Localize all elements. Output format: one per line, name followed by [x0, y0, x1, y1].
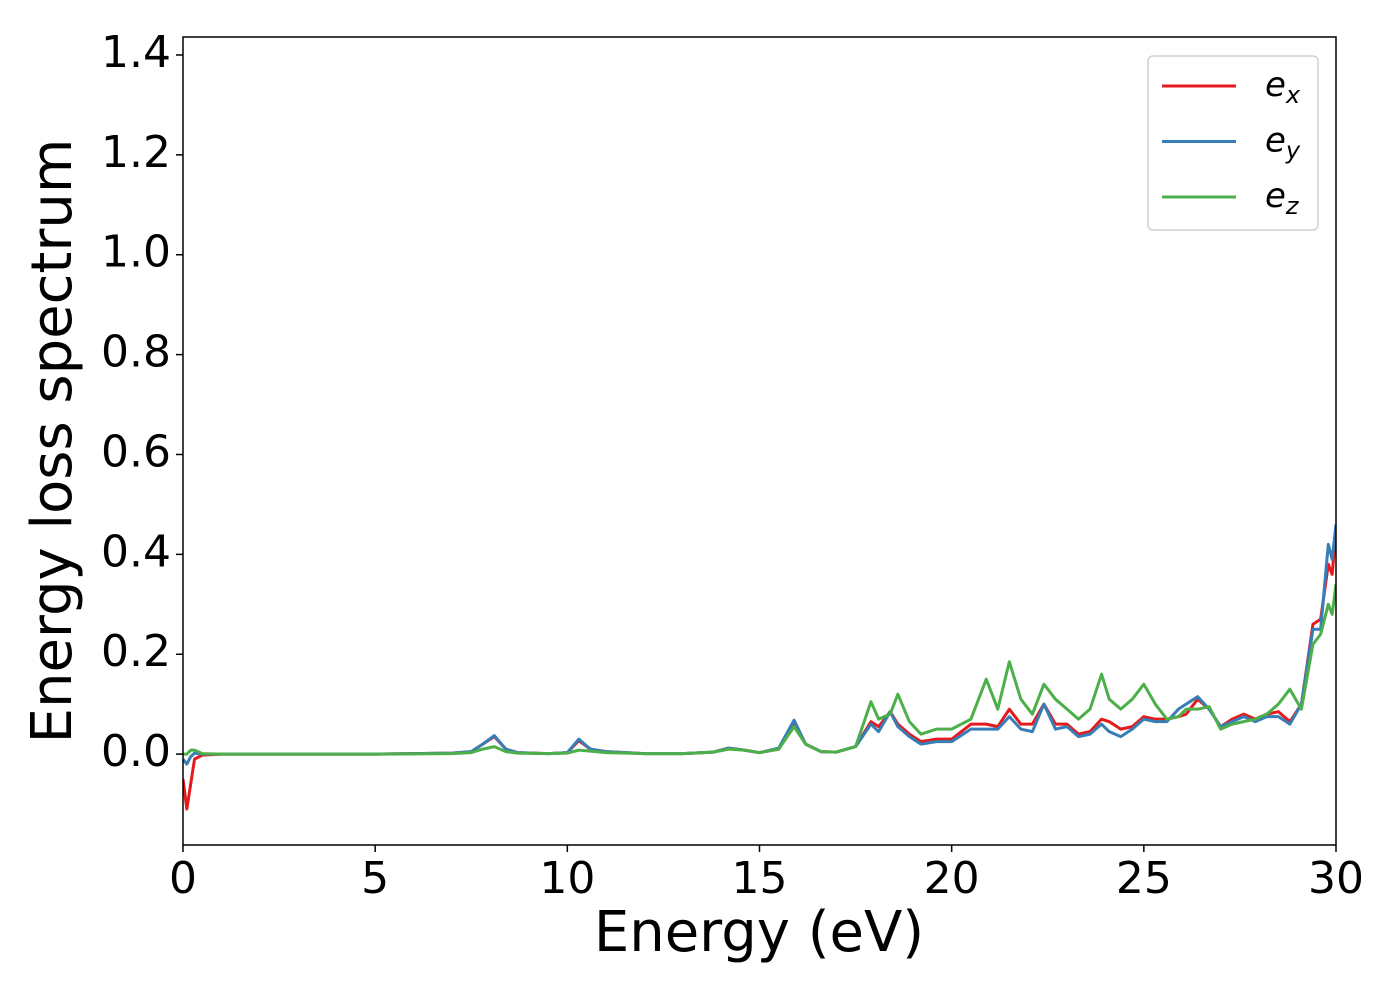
x-tick-label: 20 — [924, 853, 980, 904]
x-tick-label: 15 — [732, 853, 788, 904]
x-tick-label: 0 — [169, 853, 197, 904]
legend-label: ey — [1265, 120, 1301, 165]
legend-label: ez — [1265, 176, 1300, 221]
x-tick-label: 25 — [1116, 853, 1172, 904]
legend-label: ex — [1265, 65, 1301, 110]
plot-lines — [183, 524, 1336, 811]
x-tick-label: 5 — [361, 853, 389, 904]
series-line — [183, 529, 1336, 811]
y-tick-label: 0.4 — [101, 526, 171, 577]
y-tick-label: 0.0 — [101, 726, 171, 777]
x-tick-label: 30 — [1308, 853, 1364, 904]
y-tick-label: 1.2 — [101, 127, 171, 178]
legend: ex ey ez — [1147, 55, 1319, 231]
plot-frame — [182, 36, 1337, 846]
y-tick-label: 1.4 — [101, 27, 171, 78]
x-axis-label: Energy (eV) — [594, 900, 924, 965]
series-line — [183, 584, 1336, 756]
y-tick-label: 1.0 — [101, 227, 171, 278]
y-tick-label: 0.8 — [101, 327, 171, 378]
series-line — [183, 524, 1336, 766]
y-axis-label: Energy loss spectrum — [20, 139, 85, 744]
y-tick-label: 0.6 — [101, 426, 171, 477]
y-tick-label: 0.2 — [101, 626, 171, 677]
x-tick-label: 10 — [539, 853, 595, 904]
